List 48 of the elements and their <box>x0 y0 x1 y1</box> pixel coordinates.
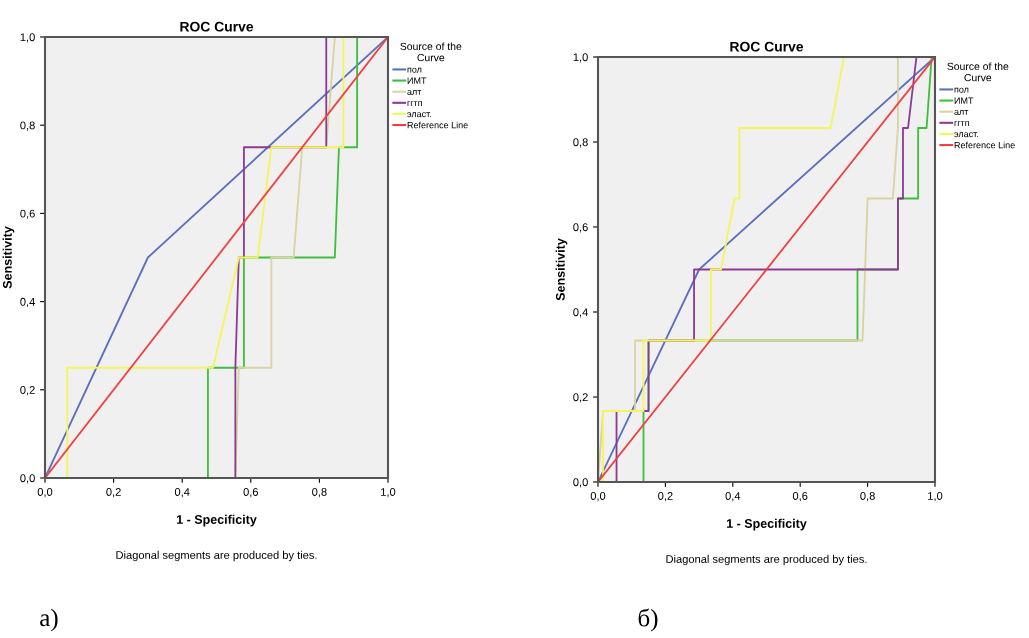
legend-label: Reference Line <box>407 121 468 129</box>
legend-label: ИМТ <box>407 77 427 84</box>
x-tick-label: 0,4 <box>725 492 741 502</box>
y-tick-label: 1,0 <box>573 53 588 63</box>
legend-label: ИМТ <box>954 97 974 104</box>
y-tick-label: 0,2 <box>573 393 588 403</box>
x-tick-label: 0,2 <box>658 492 673 502</box>
text: Diagonal segments are produced by ties. <box>116 550 317 562</box>
legend-label: пол <box>954 87 969 93</box>
legend-label: Reference Line <box>954 141 1015 149</box>
y-tick-label: 0,8 <box>573 138 588 148</box>
y-axis-title: Sensitivity <box>555 238 568 301</box>
y-axis-title: Sensitivity <box>2 226 15 289</box>
legend-title: Source of the Curve <box>947 62 1009 82</box>
x-tick-label: 0,8 <box>312 488 327 498</box>
y-tick-label: 0,0 <box>573 478 588 488</box>
x-tick-label: 0,8 <box>860 492 875 502</box>
x-tick-label: 1,0 <box>928 492 943 502</box>
y-tick-label: 0,6 <box>20 209 35 219</box>
legend-label: эласт. <box>407 112 431 118</box>
x-tick-label: 0,6 <box>243 488 259 498</box>
x-tick-label: 0,0 <box>590 492 606 502</box>
x-tick-label: 0,6 <box>792 492 808 502</box>
x-tick-label: 1,0 <box>381 488 396 498</box>
legend-label: ггтп <box>954 121 969 126</box>
y-tick-label: 0,0 <box>20 474 35 484</box>
x-axis-title: 1 - Specificity <box>177 514 257 527</box>
legend-title: Source of the Curve <box>400 42 462 62</box>
y-tick-label: 0,2 <box>20 386 35 396</box>
y-tick-label: 1,0 <box>20 33 35 43</box>
legend-label: пол <box>407 67 422 73</box>
y-tick-label: 0,4 <box>20 297 35 308</box>
legend-label: эласт. <box>954 132 978 138</box>
x-axis-title: 1 - Specificity <box>727 518 807 531</box>
chart-title: ROC Curve <box>730 41 804 52</box>
legend-label: ггтп <box>407 101 422 106</box>
y-tick-label: 0,8 <box>20 121 35 131</box>
x-tick-label: 0,0 <box>37 488 53 498</box>
x-tick-label: 0,4 <box>174 488 190 498</box>
text: б) <box>638 608 658 632</box>
y-tick-label: 0,4 <box>573 308 588 318</box>
x-tick-label: 0,2 <box>106 488 121 498</box>
legend-label: алт <box>954 109 969 115</box>
legend-label: алт <box>407 89 422 95</box>
chart-title: ROC Curve <box>180 21 254 32</box>
text: а) <box>40 608 58 632</box>
text: Diagonal segments are produced by ties. <box>666 554 867 566</box>
y-tick-label: 0,6 <box>573 223 588 233</box>
